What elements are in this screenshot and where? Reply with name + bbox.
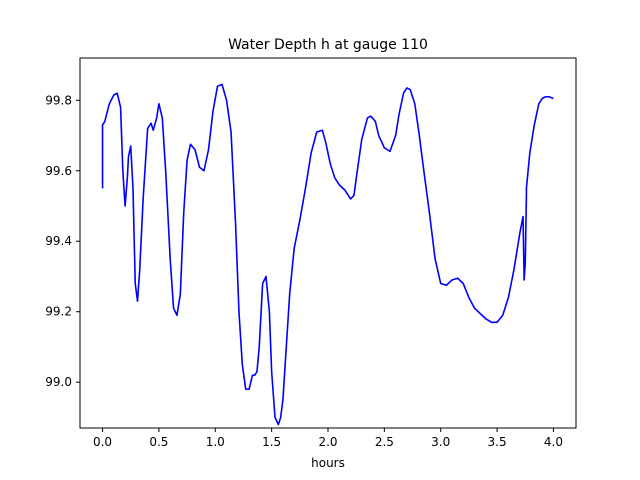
- x-axis: 0.0 0.5 1.0 1.5 2.0 2.5 3.0 3.5 4.0: [93, 428, 563, 449]
- x-tick-label: 3.5: [488, 435, 507, 449]
- y-axis: 99.0 99.2 99.4 99.6 99.8: [45, 93, 80, 389]
- y-tick-label: 99.6: [45, 164, 72, 178]
- chart-title: Water Depth h at gauge 110: [228, 37, 428, 53]
- x-tick-label: 4.0: [544, 435, 563, 449]
- x-tick-label: 2.5: [375, 435, 394, 449]
- series-layer: [101, 83, 554, 426]
- x-tick-label: 0.0: [93, 435, 112, 449]
- y-tick-label: 99.0: [45, 375, 72, 389]
- x-tick-label: 1.5: [262, 435, 281, 449]
- y-tick-label: 99.4: [45, 234, 72, 248]
- x-tick-label: 2.0: [318, 435, 337, 449]
- y-tick-label: 99.2: [45, 305, 72, 319]
- y-tick-label: 99.8: [45, 93, 72, 107]
- x-tick-label: 0.5: [149, 435, 168, 449]
- x-tick-label: 3.0: [431, 435, 450, 449]
- x-tick-label: 1.0: [206, 435, 225, 449]
- x-axis-label: hours: [311, 456, 345, 470]
- series-line-0: [101, 83, 554, 426]
